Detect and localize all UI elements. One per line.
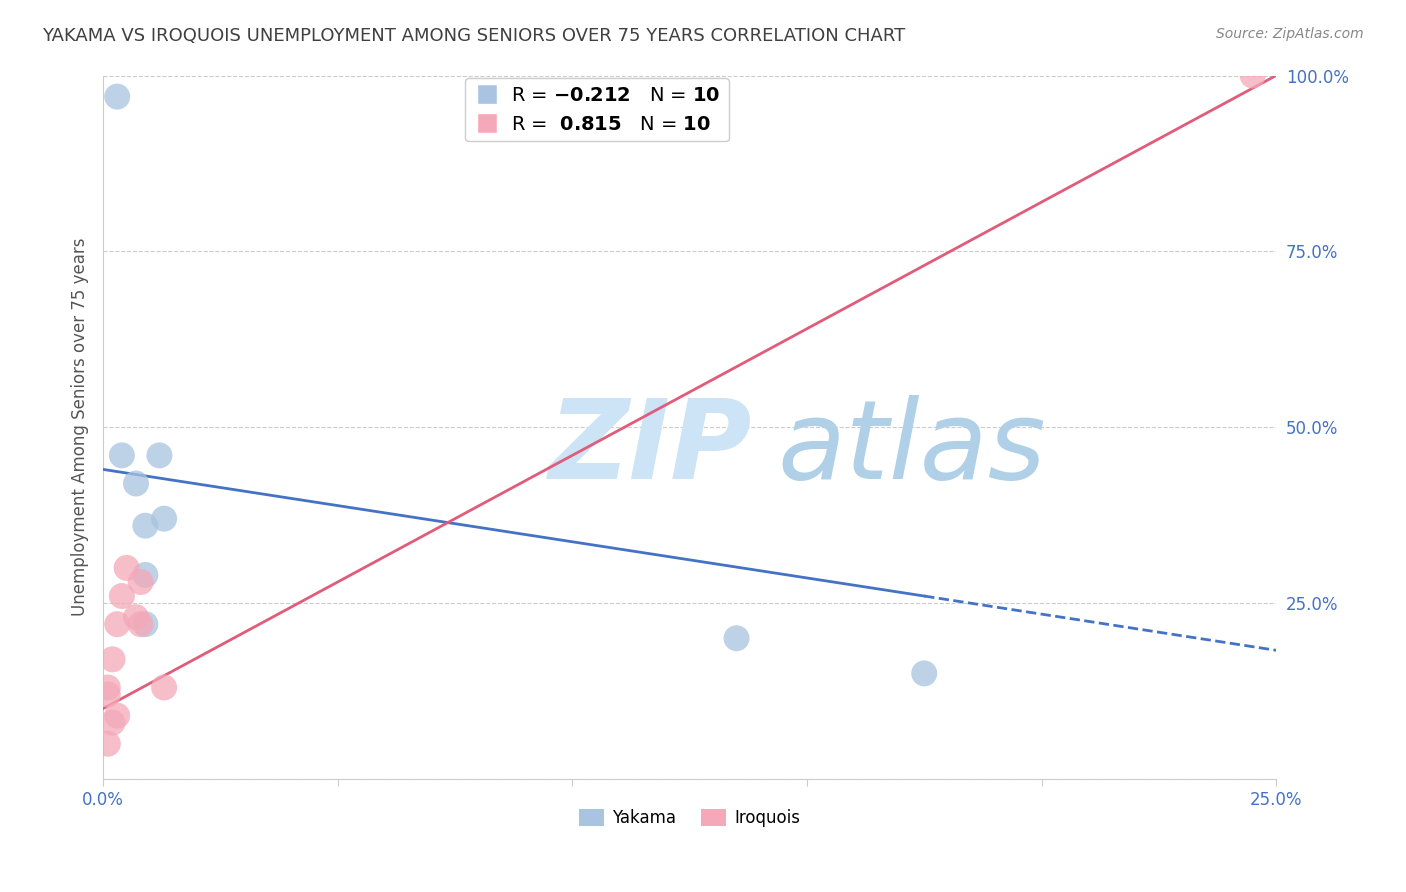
Point (105, 708, 128, 723)
Point (134, 568, 156, 582)
Point (134, 617, 156, 632)
Point (153, 511, 176, 525)
Text: Source: ZipAtlas.com: Source: ZipAtlas.com (1216, 27, 1364, 41)
Y-axis label: Unemployment Among Seniors over 75 years: Unemployment Among Seniors over 75 years (72, 238, 89, 616)
Point (125, 476, 148, 491)
Point (97, 737, 120, 751)
Point (134, 518, 156, 533)
Point (105, 89, 128, 103)
Point (101, 715, 124, 730)
Text: atlas: atlas (778, 395, 1046, 502)
Point (148, 448, 170, 462)
Point (111, 589, 134, 603)
Point (125, 610, 148, 624)
Text: ZIP: ZIP (548, 395, 752, 502)
Point (912, 666, 935, 681)
Point (115, 561, 138, 575)
Text: YAKAMA VS IROQUOIS UNEMPLOYMENT AMONG SENIORS OVER 75 YEARS CORRELATION CHART: YAKAMA VS IROQUOIS UNEMPLOYMENT AMONG SE… (42, 27, 905, 45)
Point (129, 574, 152, 589)
Point (725, 632, 748, 646)
Point (1241, 69, 1264, 83)
Point (105, 617, 128, 632)
Point (129, 617, 152, 632)
Point (153, 681, 176, 695)
Point (111, 448, 134, 462)
Point (97, 688, 120, 702)
Legend: Yakama, Iroquois: Yakama, Iroquois (572, 803, 807, 834)
Point (101, 652, 124, 666)
Point (97, 681, 120, 695)
